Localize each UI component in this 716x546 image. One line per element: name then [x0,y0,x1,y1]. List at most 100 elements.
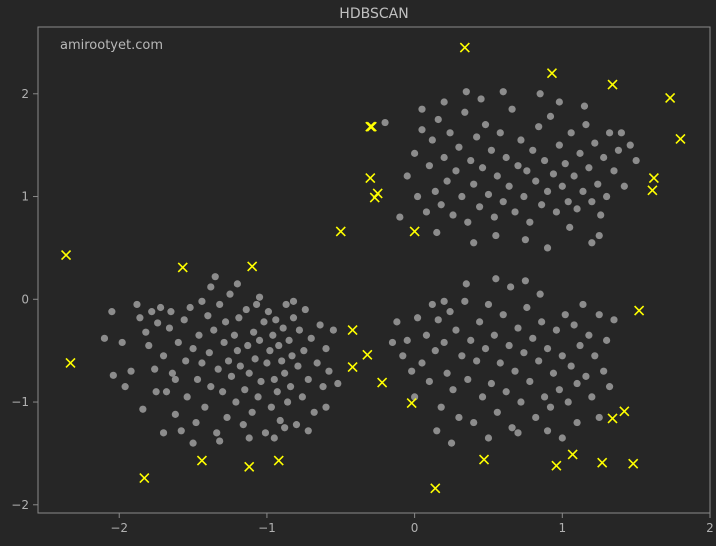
cluster-point [490,213,498,221]
cluster-point [458,352,466,360]
cluster-point [570,321,578,329]
cluster-point [473,357,481,365]
cluster-point [275,341,283,350]
cluster-point [585,164,593,172]
cluster-point [289,314,298,322]
cluster-point [214,365,222,373]
cluster-point [493,172,501,180]
cluster-point [532,413,540,422]
cluster-point [507,283,515,291]
cluster-point [440,98,448,106]
cluster-point [617,129,625,137]
cluster-point [211,273,219,281]
cluster-point [546,112,555,120]
noise-point [177,262,188,273]
cluster-point [576,341,584,350]
cluster-point [461,108,469,116]
cluster-point [422,331,431,339]
cluster-point [270,375,278,384]
cluster-point [490,331,498,339]
cluster-point [165,324,174,332]
cluster-point [304,375,312,384]
cluster-point [310,408,318,416]
cluster-point [434,316,442,324]
cluster-point [487,146,496,154]
cluster-point [108,308,116,316]
noise-point [459,42,470,53]
cluster-point [216,300,224,309]
cluster-point [227,372,236,380]
cluster-point [100,334,109,342]
cluster-point [248,408,256,416]
cluster-point [582,372,590,380]
cluster-point [478,164,487,172]
cluster-point [520,192,528,201]
noise-point [607,79,618,90]
cluster-point [313,359,321,367]
cluster-point [567,362,575,370]
cluster-point [279,324,287,332]
cluster-point [570,172,578,180]
cluster-point [270,434,278,442]
cluster-point [555,141,563,149]
cluster-point [437,403,445,411]
cluster-point [605,129,614,137]
cluster-point [538,318,546,326]
noise-point [347,362,358,373]
cluster-point [171,375,179,384]
cluster-point [440,297,448,305]
cluster-point [189,345,197,353]
cluster-point [428,136,436,144]
cluster-point [626,141,634,149]
cluster-point [251,355,259,363]
cluster-point [579,300,587,309]
cluster-point [481,121,490,129]
noise-point [430,483,441,494]
cluster-point [499,198,507,206]
noise-point [365,172,376,184]
cluster-point [536,290,544,298]
cluster-point [425,162,433,170]
cluster-point [219,388,227,396]
cluster-point [481,345,490,353]
cluster-point [151,365,159,373]
cluster-point [591,139,599,147]
cluster-point [540,393,549,401]
cluster-point [517,398,525,406]
cluster-point [276,416,284,425]
cluster-point [517,136,525,144]
cluster-point [204,312,212,320]
cluster-point [300,347,308,355]
cluster-point [523,167,531,175]
cluster-point [561,311,569,319]
cluster-point [260,318,268,326]
cluster-point [148,308,156,316]
cluster-point [159,352,168,360]
watermark-text: amirootyet.com [60,38,163,53]
plot-area [37,26,711,514]
cluster-point [223,413,231,422]
cluster-point [154,319,162,327]
noise-point [478,454,490,465]
cluster-point [431,347,439,355]
cluster-point [396,213,404,221]
cluster-point [233,280,241,288]
cluster-point [595,231,603,240]
cluster-point [329,326,337,334]
noise-point [372,188,383,199]
cluster-point [195,331,203,339]
cluster-point [588,393,596,401]
cluster-point [493,408,501,416]
chart-title: HDBSCAN [339,6,408,22]
cluster-point [278,357,286,365]
cluster-point [255,336,264,344]
cluster-point [139,405,147,413]
cluster-point [422,208,431,216]
cluster-point [610,167,618,175]
cluster-point [230,331,239,339]
cluster-point [440,338,448,347]
y-tick-label: 1 [21,190,29,204]
cluster-point [535,357,543,365]
